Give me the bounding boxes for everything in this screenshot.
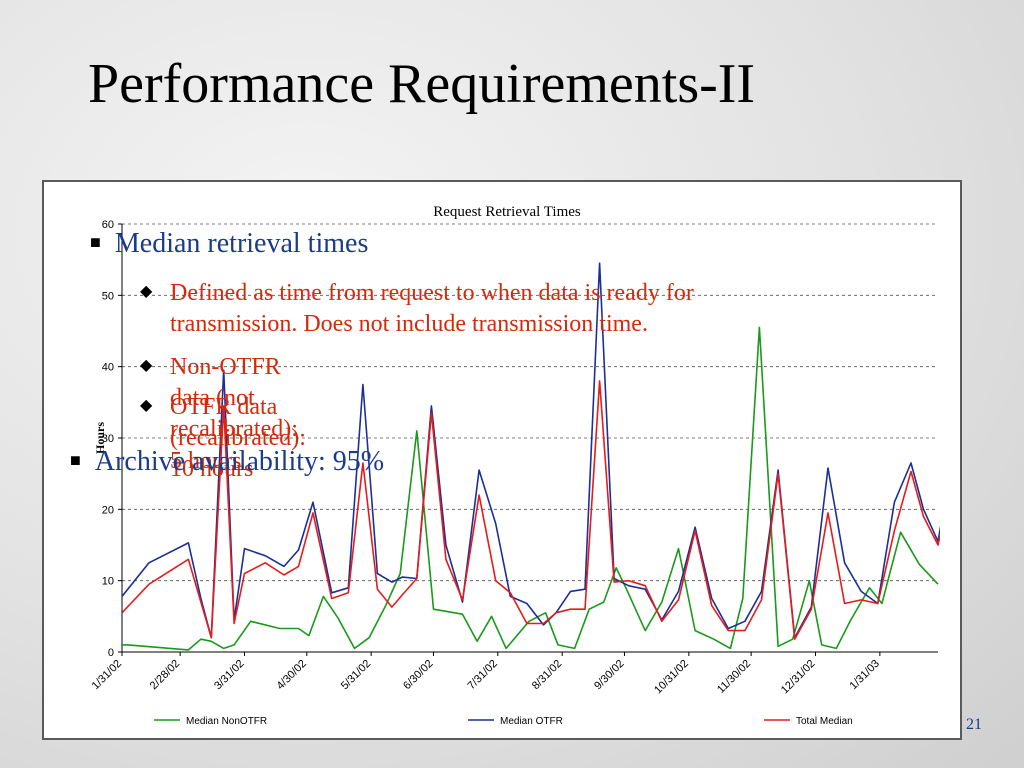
sub-bullet-nonotfr: ◆ Non-OTFR data (not recalibrated): 5 hou… — [140, 352, 298, 477]
x-tick-label: 12/31/02 — [779, 658, 818, 697]
chart-frame: Request Retrieval Times 0 10 20 30 40 50 60 1/… — [42, 180, 962, 740]
page-number: 21 — [966, 716, 982, 733]
sub-bullet-otfr: ◆ OTFR data (recalibrated): 10 hours — [140, 392, 306, 486]
x-tick-label: 9/30/02 — [592, 658, 626, 692]
legend-label: Median NonOTFR — [186, 716, 267, 727]
series-line-total-median — [122, 380, 940, 641]
retrieval-times-chart: Request Retrieval Times 0 10 20 30 40 50 60 1/… — [90, 204, 940, 727]
x-tick-label: 2/28/02 — [148, 658, 182, 692]
series-line-median-otfr — [122, 262, 940, 639]
x-tick-label: 5/31/02 — [339, 658, 373, 692]
y-tick-label: 30 — [102, 433, 114, 445]
y-tick-label: 20 — [102, 504, 114, 516]
sub-bullet-text: Non-OTFR data (not recalibrated): 5 hour… — [170, 354, 298, 474]
sub-bullet-definition: ◆ Defined as time from request to when da… — [140, 278, 820, 340]
x-tick-label: 1/31/03 — [848, 658, 882, 692]
chart-title: Request Retrieval Times — [433, 204, 581, 220]
diamond-bullet-icon: ◆ — [140, 397, 153, 414]
y-axis-label: Hours — [93, 422, 107, 454]
x-tick-label: 4/30/02 — [274, 658, 308, 692]
square-bullet-icon: ■ — [70, 450, 81, 470]
bullet-median-retrieval: ■ Median retrieval times — [90, 228, 368, 260]
y-tick-label: 10 — [102, 576, 114, 588]
bullet-archive-availability: ■ Archive availability: 95% — [70, 446, 384, 478]
slide-title: Performance Requirements-II — [88, 53, 756, 115]
x-tick-label: 3/31/02 — [212, 658, 246, 692]
legend-label: Total Median — [796, 716, 853, 727]
x-tick-label: 7/31/02 — [465, 658, 499, 692]
x-tick-label: 10/31/02 — [652, 658, 691, 697]
bullet-text: Median retrieval times — [114, 228, 369, 259]
diamond-bullet-icon: ◆ — [140, 283, 153, 300]
x-tick-label: 1/31/02 — [90, 658, 124, 692]
x-tick-label: 8/31/02 — [530, 658, 564, 692]
diamond-bullet-icon: ◆ — [140, 357, 153, 374]
y-tick-label: 0 — [108, 647, 114, 659]
x-tick-label: 6/30/02 — [401, 658, 435, 692]
y-tick-label: 60 — [102, 219, 114, 231]
x-tick-label: 11/30/02 — [715, 658, 753, 696]
y-tick-label: 40 — [102, 362, 114, 374]
sub-bullet-text: OTFR data (recalibrated): 10 hours — [170, 394, 306, 483]
legend-label: Median OTFR — [500, 716, 563, 727]
square-bullet-icon: ■ — [90, 232, 101, 252]
sub-bullet-text: Defined as time from request to when dat… — [170, 280, 694, 338]
bullet-text: Archive availability: 95% — [94, 446, 385, 477]
y-tick-label: 50 — [102, 290, 114, 302]
series-line-median-nonotfr — [122, 326, 939, 651]
